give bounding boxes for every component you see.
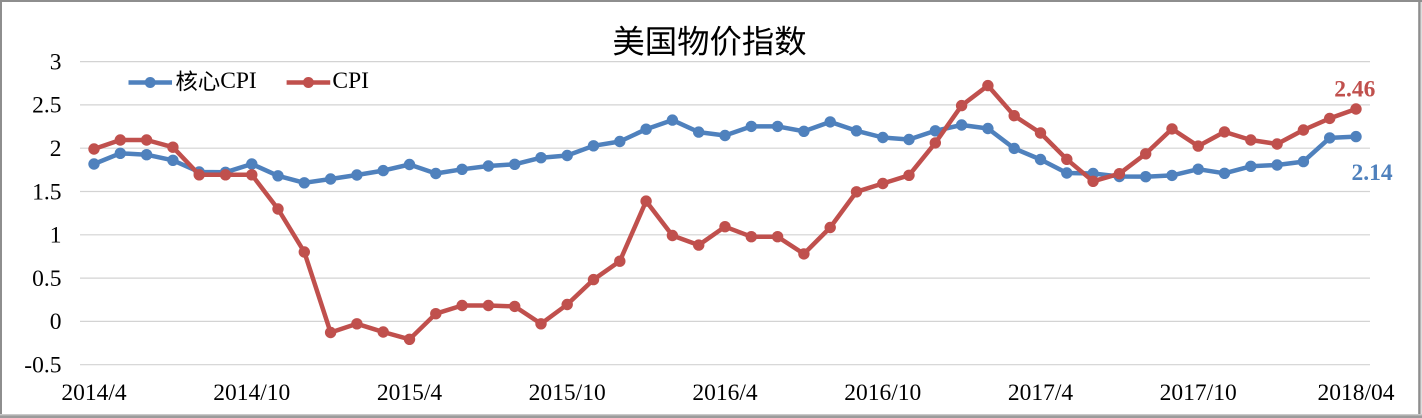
svg-text:2: 2 [50, 136, 62, 162]
svg-text:2017/10: 2017/10 [1160, 380, 1237, 406]
svg-text:2018/04: 2018/04 [1317, 380, 1394, 406]
svg-text:2015/10: 2015/10 [529, 380, 606, 406]
svg-text:CPI: CPI [220, 68, 257, 94]
svg-text:2014/10: 2014/10 [213, 380, 290, 406]
svg-text:-0.5: -0.5 [24, 353, 61, 379]
svg-text:2015/4: 2015/4 [377, 380, 443, 406]
svg-text:2.14: 2.14 [1352, 160, 1393, 186]
svg-text:2014/4: 2014/4 [61, 380, 127, 406]
svg-text:2016/4: 2016/4 [692, 380, 758, 406]
svg-text:2.5: 2.5 [32, 93, 61, 119]
svg-text:2.46: 2.46 [1334, 77, 1375, 103]
svg-text:2017/4: 2017/4 [1008, 380, 1074, 406]
svg-text:3: 3 [50, 49, 62, 75]
svg-text:CPI: CPI [332, 68, 369, 94]
svg-text:0: 0 [50, 309, 62, 335]
svg-text:2016/10: 2016/10 [844, 380, 921, 406]
svg-text:1.5: 1.5 [32, 179, 61, 205]
svg-text:0.5: 0.5 [32, 266, 61, 292]
svg-text:1: 1 [50, 223, 62, 249]
